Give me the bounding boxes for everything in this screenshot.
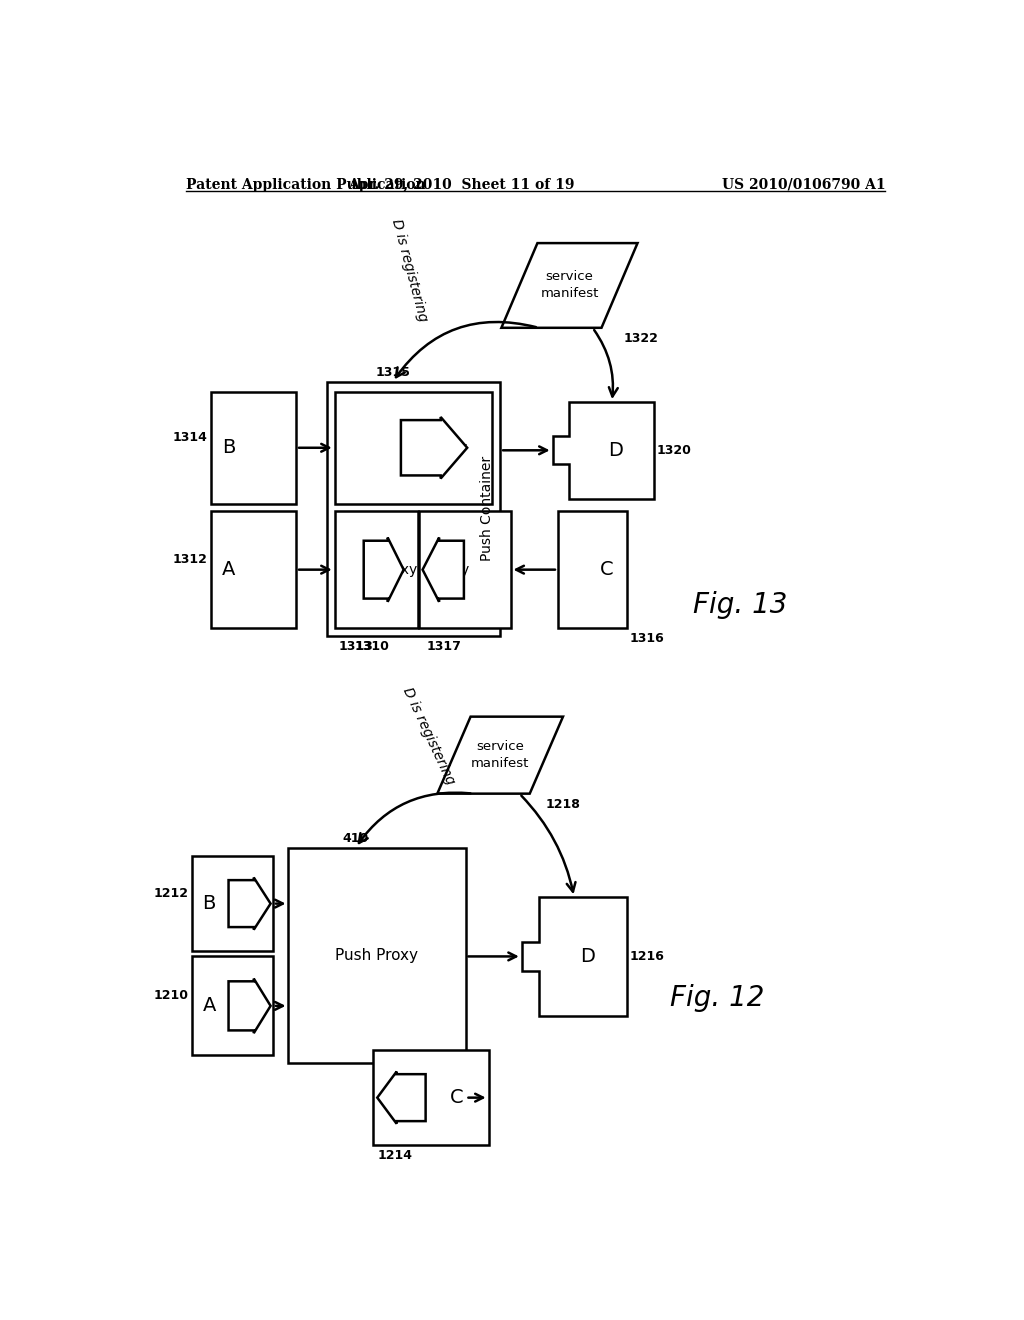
Bar <box>335 392 493 504</box>
Text: service
manifest: service manifest <box>471 741 529 770</box>
Text: C: C <box>600 560 613 579</box>
Text: A: A <box>221 560 236 579</box>
Bar <box>558 511 628 628</box>
Text: 1322: 1322 <box>624 331 658 345</box>
Text: Apr. 29, 2010  Sheet 11 of 19: Apr. 29, 2010 Sheet 11 of 19 <box>348 178 574 191</box>
Text: service
manifest: service manifest <box>541 271 599 301</box>
Bar <box>211 511 296 628</box>
Polygon shape <box>423 537 464 602</box>
Text: Proxy: Proxy <box>429 441 467 455</box>
Bar <box>211 392 296 504</box>
Bar <box>374 1051 488 1144</box>
Text: Patent Application Publication: Patent Application Publication <box>186 178 426 191</box>
Polygon shape <box>521 898 628 1015</box>
Polygon shape <box>553 403 654 499</box>
Text: 1316: 1316 <box>630 632 665 645</box>
Bar <box>193 857 273 950</box>
Polygon shape <box>228 978 270 1034</box>
Text: 1310: 1310 <box>355 640 390 652</box>
Text: D is registering: D is registering <box>388 218 429 323</box>
Text: Push Container: Push Container <box>480 457 494 561</box>
Text: D: D <box>580 946 595 966</box>
Bar <box>289 847 466 1063</box>
Text: 410: 410 <box>343 832 369 845</box>
Text: 1210: 1210 <box>154 989 188 1002</box>
Text: 1313: 1313 <box>339 640 373 652</box>
Text: B: B <box>221 438 236 457</box>
Text: 1218: 1218 <box>546 797 581 810</box>
Polygon shape <box>377 1072 426 1123</box>
Text: 1315: 1315 <box>376 367 411 379</box>
Bar <box>327 381 500 636</box>
Text: 1314: 1314 <box>173 430 208 444</box>
Bar <box>335 511 418 628</box>
Bar <box>193 956 273 1056</box>
Text: D: D <box>608 441 624 459</box>
Text: 1312: 1312 <box>173 553 208 566</box>
Text: C: C <box>450 1088 463 1107</box>
Text: A: A <box>203 997 216 1015</box>
Polygon shape <box>228 878 270 929</box>
Text: D is registering: D is registering <box>400 685 458 787</box>
Text: 1320: 1320 <box>656 444 691 457</box>
Text: US 2010/0106790 A1: US 2010/0106790 A1 <box>722 178 885 191</box>
Polygon shape <box>502 243 638 327</box>
Polygon shape <box>364 537 403 602</box>
Text: 1317: 1317 <box>426 640 461 652</box>
Text: Proxy: Proxy <box>380 562 418 577</box>
Text: Push Proxy: Push Proxy <box>336 948 419 962</box>
Polygon shape <box>401 417 467 479</box>
Text: 1216: 1216 <box>630 950 665 962</box>
Polygon shape <box>437 717 563 793</box>
Text: B: B <box>203 894 216 913</box>
Bar <box>419 511 511 628</box>
Text: Fig. 13: Fig. 13 <box>692 591 787 619</box>
Text: 1214: 1214 <box>377 1148 413 1162</box>
Text: 1212: 1212 <box>154 887 188 900</box>
Text: Fig. 12: Fig. 12 <box>670 983 764 1011</box>
Text: Proxy: Proxy <box>432 562 470 577</box>
